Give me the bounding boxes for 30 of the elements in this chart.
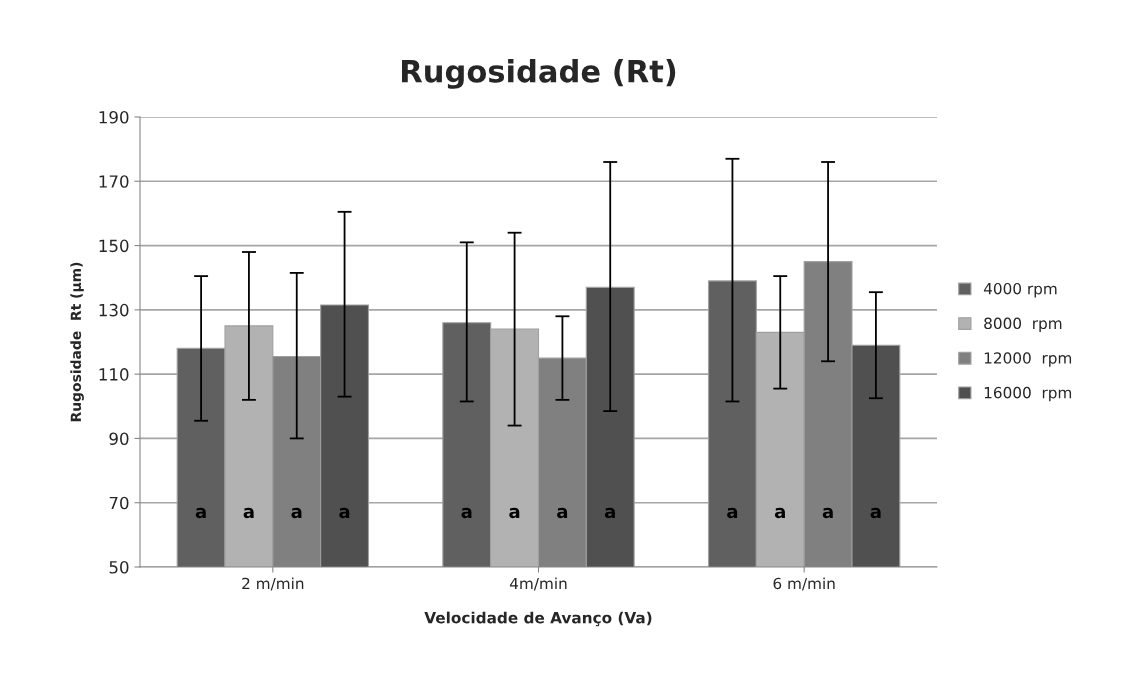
y-tick-label: 70 (109, 496, 129, 510)
data-label: a (870, 507, 881, 519)
y-tick-label: 190 (99, 110, 129, 124)
data-label: a (509, 507, 520, 519)
x-axis-title: Velocidade de Avanço (Va) (424, 611, 652, 627)
data-label: a (822, 507, 833, 519)
data-label: a (727, 507, 738, 519)
y-axis-title: Rugosidade Rt (µm) (70, 262, 84, 422)
legend-label: 16000 rpm (984, 386, 1072, 402)
x-tick-label: 6 m/min (773, 577, 835, 591)
data-label: a (557, 507, 568, 519)
legend-label: 4000 rpm (983, 282, 1057, 298)
legend-label: 8000 rpm (984, 317, 1062, 333)
y-tick-label: 90 (109, 432, 129, 445)
data-label: a (195, 507, 206, 519)
y-tick-label: 110 (99, 368, 129, 381)
y-tick-label: 170 (99, 175, 129, 188)
y-tick-label: 130 (99, 303, 129, 317)
x-tick-label: 4m/min (509, 577, 567, 591)
data-label: a (461, 507, 472, 519)
data-label: a (604, 507, 615, 519)
data-label: a (339, 507, 350, 519)
data-label: a (774, 507, 785, 519)
legend-label: 12000 rpm (984, 352, 1072, 367)
y-tick-label: 50 (109, 560, 129, 574)
data-label: a (243, 507, 254, 519)
x-tick-label: 2 m/min (242, 577, 304, 591)
y-tick-label: 150 (99, 239, 129, 253)
data-label: a (291, 507, 302, 519)
chart-title: Rugosidade (Rt) (402, 59, 676, 89)
